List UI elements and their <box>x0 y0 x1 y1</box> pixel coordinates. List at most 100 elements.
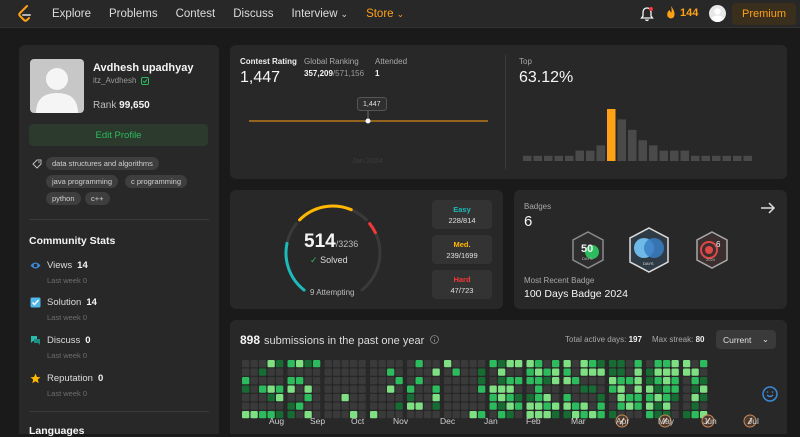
heatmap-cell[interactable] <box>333 385 341 393</box>
heatmap-cell[interactable] <box>663 368 671 376</box>
medium-stat[interactable]: Med. 239/1699 <box>432 235 492 264</box>
heatmap-cell[interactable] <box>489 394 497 402</box>
heatmap-cell[interactable] <box>609 368 617 376</box>
heatmap-cell[interactable] <box>304 402 312 410</box>
heatmap-cell[interactable] <box>432 368 440 376</box>
heatmap-cell[interactable] <box>242 402 250 410</box>
heatmap-cell[interactable] <box>296 402 304 410</box>
heatmap-cell[interactable] <box>378 394 386 402</box>
heatmap-cell[interactable] <box>267 385 275 393</box>
heatmap-cell[interactable] <box>432 360 440 368</box>
heatmap-cell[interactable] <box>478 377 486 385</box>
heatmap-cell[interactable] <box>691 385 699 393</box>
heatmap-cell[interactable] <box>407 368 415 376</box>
edit-profile-button[interactable]: Edit Profile <box>29 124 208 146</box>
nav-problems[interactable]: Problems <box>109 8 158 20</box>
heatmap-cell[interactable] <box>378 385 386 393</box>
heatmap-cell[interactable] <box>646 385 654 393</box>
nav-explore[interactable]: Explore <box>52 8 91 20</box>
heatmap-cell[interactable] <box>424 368 432 376</box>
heatmap-cell[interactable] <box>324 360 332 368</box>
heatmap-cell[interactable] <box>478 368 486 376</box>
heatmap-cell[interactable] <box>506 402 514 410</box>
heatmap-cell[interactable] <box>333 394 341 402</box>
heatmap-cell[interactable] <box>589 402 597 410</box>
heatmap-cell[interactable] <box>654 411 662 419</box>
heatmap-cell[interactable] <box>324 394 332 402</box>
heatmap-cell[interactable] <box>626 385 634 393</box>
heatmap-cell[interactable] <box>469 368 477 376</box>
heatmap-cell[interactable] <box>469 377 477 385</box>
heatmap-cell[interactable] <box>287 402 295 410</box>
heatmap-cell[interactable] <box>646 360 654 368</box>
heatmap-cell[interactable] <box>478 360 486 368</box>
heatmap-cell[interactable] <box>515 360 523 368</box>
heatmap-cell[interactable] <box>498 368 506 376</box>
heatmap-cell[interactable] <box>489 402 497 410</box>
heatmap-cell[interactable] <box>489 411 497 419</box>
heatmap-cell[interactable] <box>259 377 267 385</box>
heatmap-cell[interactable] <box>333 377 341 385</box>
heatmap-cell[interactable] <box>407 377 415 385</box>
heatmap-cell[interactable] <box>478 394 486 402</box>
heatmap-cell[interactable] <box>646 402 654 410</box>
heatmap-cell[interactable] <box>304 411 312 419</box>
nav-store[interactable]: Store ⌄ <box>366 8 404 20</box>
heatmap-cell[interactable] <box>543 394 551 402</box>
heatmap-cell[interactable] <box>498 402 506 410</box>
heatmap-cell[interactable] <box>654 360 662 368</box>
heatmap-cell[interactable] <box>387 368 395 376</box>
heatmap-cell[interactable] <box>671 377 679 385</box>
heatmap-cell[interactable] <box>432 411 440 419</box>
heatmap-cell[interactable] <box>387 377 395 385</box>
heatmap-cell[interactable] <box>324 377 332 385</box>
heatmap-cell[interactable] <box>341 394 349 402</box>
heatmap-cell[interactable] <box>589 360 597 368</box>
heatmap-cell[interactable] <box>415 360 423 368</box>
heatmap-cell[interactable] <box>432 377 440 385</box>
heatmap-cell[interactable] <box>634 402 642 410</box>
heatmap-cell[interactable] <box>700 368 708 376</box>
heatmap-cell[interactable] <box>654 377 662 385</box>
heatmap-cell[interactable] <box>506 394 514 402</box>
annual-badge-icon[interactable]: 6 2024 <box>694 230 730 270</box>
heatmap-cell[interactable] <box>526 394 534 402</box>
heatmap-cell[interactable] <box>304 360 312 368</box>
heatmap-cell[interactable] <box>242 411 250 419</box>
heatmap-cell[interactable] <box>691 377 699 385</box>
heatmap-cell[interactable] <box>296 411 304 419</box>
skill-tag[interactable]: data structures and algorithms <box>46 157 159 170</box>
heatmap-cell[interactable] <box>444 377 452 385</box>
heatmap-cell[interactable] <box>552 360 560 368</box>
heatmap-cell[interactable] <box>526 411 534 419</box>
heatmap-cell[interactable] <box>415 411 423 419</box>
heatmap-cell[interactable] <box>663 377 671 385</box>
heatmap-cell[interactable] <box>259 402 267 410</box>
heatmap-cell[interactable] <box>387 394 395 402</box>
heatmap-cell[interactable] <box>691 402 699 410</box>
heatmap-cell[interactable] <box>350 402 358 410</box>
heatmap-cell[interactable] <box>552 385 560 393</box>
heatmap-cell[interactable] <box>242 377 250 385</box>
heatmap-cell[interactable] <box>424 394 432 402</box>
heatmap-cell[interactable] <box>478 402 486 410</box>
heatmap-cell[interactable] <box>580 377 588 385</box>
heatmap-cell[interactable] <box>461 411 469 419</box>
heatmap-cell[interactable] <box>452 394 460 402</box>
heatmap-cell[interactable] <box>700 402 708 410</box>
heatmap-cell[interactable] <box>276 411 284 419</box>
heatmap-cell[interactable] <box>552 402 560 410</box>
arrow-right-icon[interactable] <box>760 201 776 215</box>
heatmap-cell[interactable] <box>563 402 571 410</box>
skill-tag[interactable]: python <box>46 192 81 205</box>
heatmap-cell[interactable] <box>267 402 275 410</box>
heatmap-cell[interactable] <box>333 360 341 368</box>
heatmap-cell[interactable] <box>552 411 560 419</box>
heatmap-cell[interactable] <box>444 385 452 393</box>
heatmap-cell[interactable] <box>324 402 332 410</box>
heatmap-cell[interactable] <box>378 377 386 385</box>
heatmap-cell[interactable] <box>535 360 543 368</box>
heatmap-cell[interactable] <box>478 385 486 393</box>
100-days-badge-icon[interactable]: DAYS <box>627 226 671 274</box>
heatmap-cell[interactable] <box>333 411 341 419</box>
